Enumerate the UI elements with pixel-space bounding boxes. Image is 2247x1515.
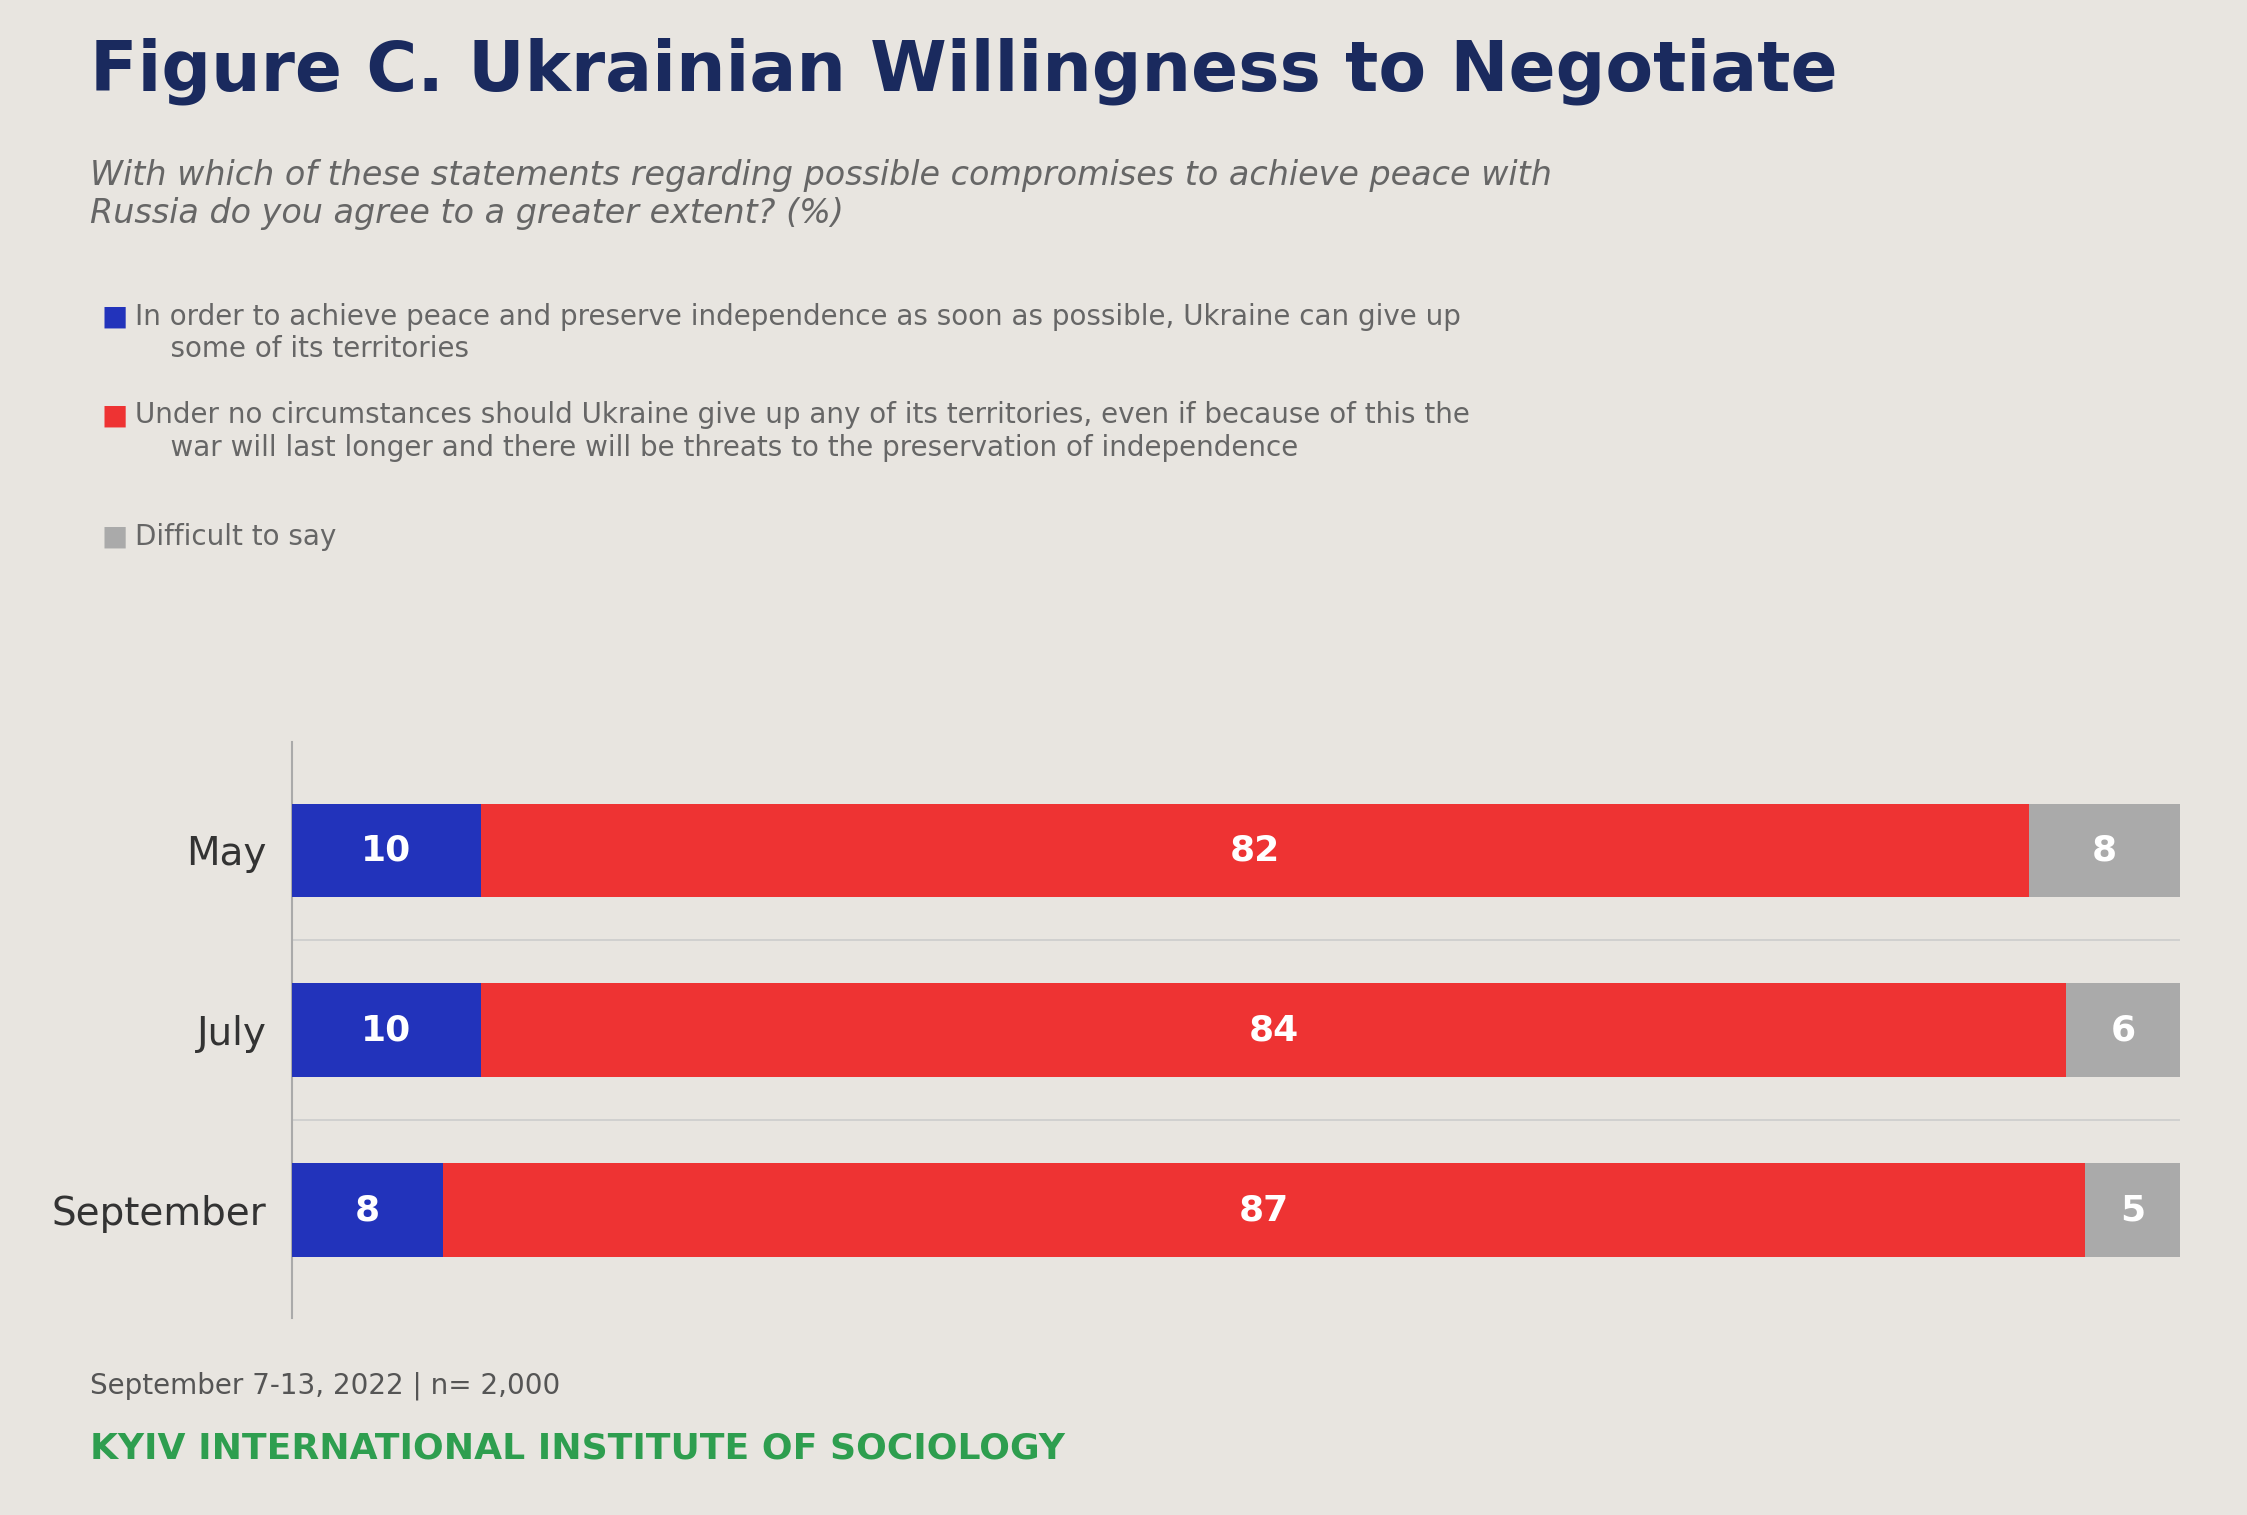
Text: 6: 6 [2110, 1014, 2135, 1047]
Bar [2029, 803, 2180, 897]
Bar [2085, 1164, 2180, 1257]
Text: 82: 82 [1229, 833, 1281, 867]
Text: 8: 8 [355, 1194, 380, 1227]
Bar [292, 1164, 443, 1257]
Text: ■: ■ [101, 523, 128, 550]
Text: KYIV INTERNATIONAL INSTITUTE OF SOCIOLOGY: KYIV INTERNATIONAL INSTITUTE OF SOCIOLOG… [90, 1432, 1065, 1465]
Text: Under no circumstances should Ukraine give up any of its territories, even if be: Under no circumstances should Ukraine gi… [135, 401, 1470, 462]
Text: Difficult to say: Difficult to say [135, 523, 337, 550]
Bar [2067, 983, 2180, 1077]
Bar [292, 803, 481, 897]
Text: ■: ■ [101, 401, 128, 429]
Text: 87: 87 [1238, 1194, 1290, 1227]
Text: In order to achieve peace and preserve independence as soon as possible, Ukraine: In order to achieve peace and preserve i… [135, 303, 1461, 364]
Text: September 7-13, 2022 | n= 2,000: September 7-13, 2022 | n= 2,000 [90, 1371, 560, 1400]
Text: ■: ■ [101, 303, 128, 330]
Text: 5: 5 [2119, 1194, 2146, 1227]
Text: With which of these statements regarding possible compromises to achieve peace w: With which of these statements regarding… [90, 159, 1553, 230]
Text: 8: 8 [2092, 833, 2117, 867]
Text: 10: 10 [362, 1014, 411, 1047]
Bar [481, 983, 2067, 1077]
Bar [443, 1164, 2085, 1257]
Text: Figure C. Ukrainian Willingness to Negotiate: Figure C. Ukrainian Willingness to Negot… [90, 38, 1838, 106]
Text: 84: 84 [1249, 1014, 1299, 1047]
Bar [481, 803, 2029, 897]
Bar [292, 983, 481, 1077]
Text: 10: 10 [362, 833, 411, 867]
